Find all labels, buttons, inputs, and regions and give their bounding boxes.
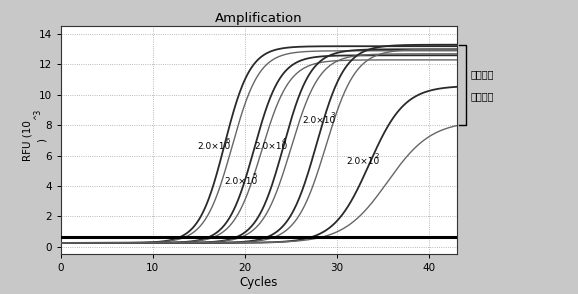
Text: 2.0×10: 2.0×10 (197, 142, 230, 151)
Text: 扩增曲线: 扩增曲线 (470, 91, 494, 101)
Text: 2.0×10: 2.0×10 (346, 157, 379, 166)
Text: RFU (10: RFU (10 (22, 120, 32, 161)
Text: ): ) (36, 138, 47, 142)
Text: 2.0×10: 2.0×10 (302, 116, 335, 125)
Text: 标准品的: 标准品的 (470, 69, 494, 79)
Text: 2.0×10: 2.0×10 (225, 177, 258, 186)
Text: 2: 2 (374, 153, 379, 159)
Title: Amplification: Amplification (215, 12, 302, 25)
Text: 4: 4 (282, 138, 287, 144)
Text: 6: 6 (225, 138, 229, 144)
Text: 3: 3 (330, 112, 335, 118)
Text: ^3: ^3 (33, 108, 42, 120)
Text: 2.0×10: 2.0×10 (254, 142, 287, 151)
X-axis label: Cycles: Cycles (239, 276, 278, 289)
Text: 5: 5 (253, 173, 257, 179)
